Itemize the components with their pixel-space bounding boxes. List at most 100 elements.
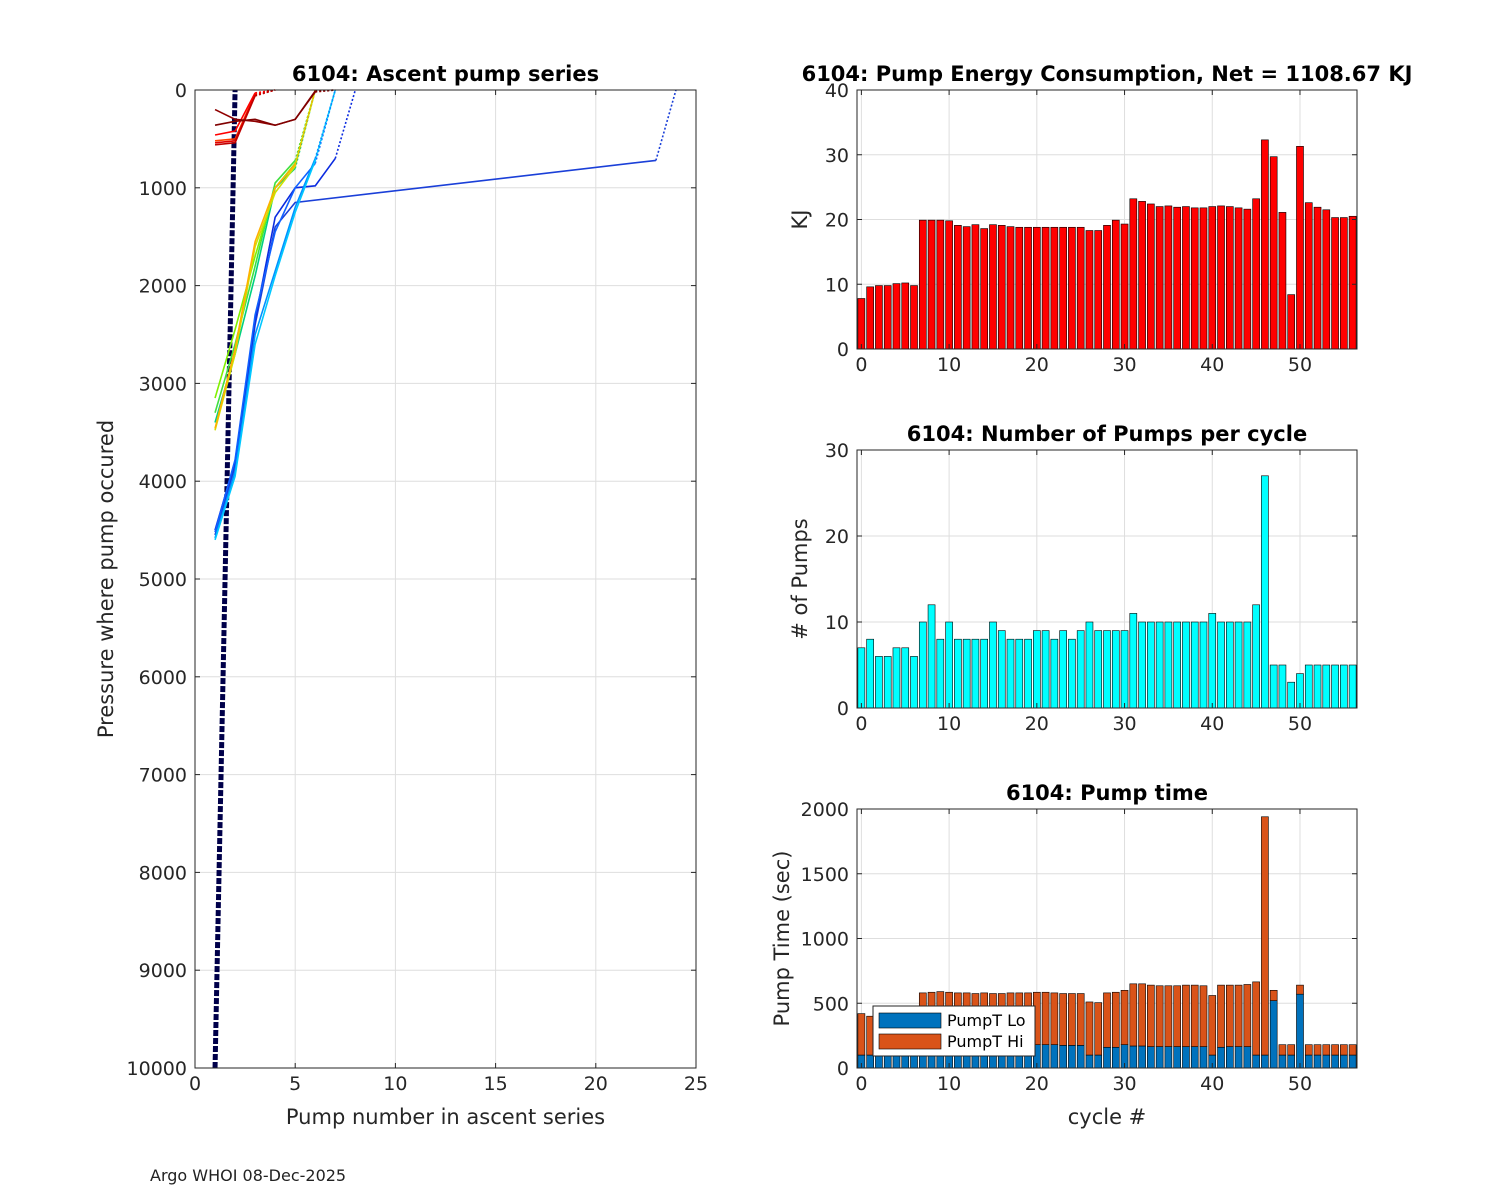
bar (1120, 630, 1129, 709)
bar-lo (1331, 1054, 1339, 1069)
bar (1111, 630, 1120, 709)
bar-lo (1050, 1044, 1059, 1069)
y-tick-label: 1000 (801, 929, 849, 951)
bar (1173, 206, 1181, 350)
bar-lo (1147, 1046, 1155, 1069)
bar-hi (1296, 984, 1304, 995)
bar-hi (1182, 984, 1190, 1047)
bar (901, 282, 910, 350)
y-tick-label: 5000 (139, 569, 187, 591)
bar-hi (1217, 984, 1225, 1048)
y-tick-label: 0 (837, 698, 849, 720)
x-tick-label: 10 (937, 713, 961, 735)
y-tick-label: 40 (825, 80, 849, 102)
bar (901, 647, 910, 709)
bar-hi (1147, 984, 1155, 1047)
y-tick-label: 9000 (139, 960, 187, 982)
bar (1006, 226, 1015, 350)
y-tick-label: 30 (825, 145, 849, 167)
bar (1050, 226, 1059, 350)
bar (1138, 621, 1146, 709)
bar-lo (918, 1054, 927, 1069)
bar-hi (1050, 992, 1059, 1045)
y-tick-label: 1000 (139, 178, 187, 200)
y-tick-label: 2000 (801, 799, 849, 821)
x-axis-label: cycle # (1068, 1105, 1147, 1129)
bar (1348, 664, 1357, 709)
bar (980, 228, 989, 350)
y-tick-label: 0 (175, 80, 187, 102)
bar-lo (1340, 1054, 1348, 1069)
bar-lo (1313, 1054, 1322, 1069)
bar (1111, 219, 1120, 350)
y-axis-label: Pump Time (sec) (770, 851, 794, 1027)
bar-hi (1076, 993, 1085, 1046)
x-tick-label: 0 (189, 1073, 201, 1095)
bar-hi (1199, 985, 1208, 1047)
bar (1094, 630, 1103, 709)
chart-title: 6104: Number of Pumps per cycle (907, 422, 1307, 446)
bar (1041, 630, 1050, 709)
bar-hi (1120, 989, 1129, 1045)
bar-lo (1225, 1046, 1234, 1069)
bar (1103, 225, 1111, 350)
bar (883, 285, 892, 350)
bar (1304, 202, 1313, 350)
x-tick-label: 25 (684, 1073, 708, 1095)
y-axis-label: # of Pumps (788, 518, 812, 640)
x-tick-label: 30 (1112, 1073, 1136, 1095)
bar-hi (1129, 983, 1138, 1047)
bar (936, 638, 945, 709)
bar (1033, 226, 1041, 350)
x-tick-label: 50 (1288, 354, 1312, 376)
bar (1024, 226, 1032, 350)
bar-lo (883, 1054, 892, 1069)
bar (1059, 226, 1067, 350)
x-tick-label: 10 (383, 1073, 407, 1095)
x-tick-label: 5 (289, 1073, 301, 1095)
x-tick-label: 30 (1112, 713, 1136, 735)
bar (1085, 230, 1094, 350)
bar-lo (1076, 1045, 1085, 1069)
bar-hi (1085, 1001, 1094, 1056)
bar-lo (1261, 1054, 1269, 1069)
bar-hi (1111, 991, 1120, 1048)
bar (1234, 621, 1243, 709)
bar-hi (1340, 1044, 1348, 1056)
bar-hi (1103, 992, 1111, 1048)
y-tick-label: 2000 (139, 276, 187, 298)
bar-lo (1278, 1054, 1287, 1069)
bar (1322, 209, 1331, 350)
x-tick-label: 40 (1200, 354, 1224, 376)
bar (1094, 230, 1103, 350)
bar-lo (1164, 1046, 1173, 1069)
chart-title: 6104: Ascent pump series (292, 62, 599, 86)
bar (1217, 621, 1225, 709)
bar (1261, 475, 1269, 709)
bar-lo (1322, 1054, 1331, 1069)
series-line-6 (214, 159, 296, 413)
bar (1208, 206, 1217, 350)
y-tick-label: 20 (825, 210, 849, 232)
bar-hi (1190, 984, 1199, 1047)
bar-lo (954, 1054, 962, 1069)
y-tick-label: 0 (837, 339, 849, 361)
bar (989, 224, 997, 350)
bar (980, 638, 989, 709)
x-tick-label: 30 (1112, 354, 1136, 376)
bar (954, 225, 962, 350)
x-tick-label: 10 (937, 354, 961, 376)
bar-hi (1094, 1002, 1103, 1056)
bar (1252, 604, 1260, 709)
bar (892, 647, 901, 709)
bar (1225, 621, 1234, 709)
bar-lo (1059, 1045, 1067, 1069)
bar (971, 638, 980, 709)
bar-lo (962, 1054, 971, 1069)
x-tick-label: 20 (584, 1073, 608, 1095)
bar-hi (1261, 816, 1269, 1056)
bar (1024, 638, 1032, 709)
bar (1120, 223, 1129, 350)
bar-lo (1269, 1000, 1278, 1069)
bar (866, 638, 874, 709)
